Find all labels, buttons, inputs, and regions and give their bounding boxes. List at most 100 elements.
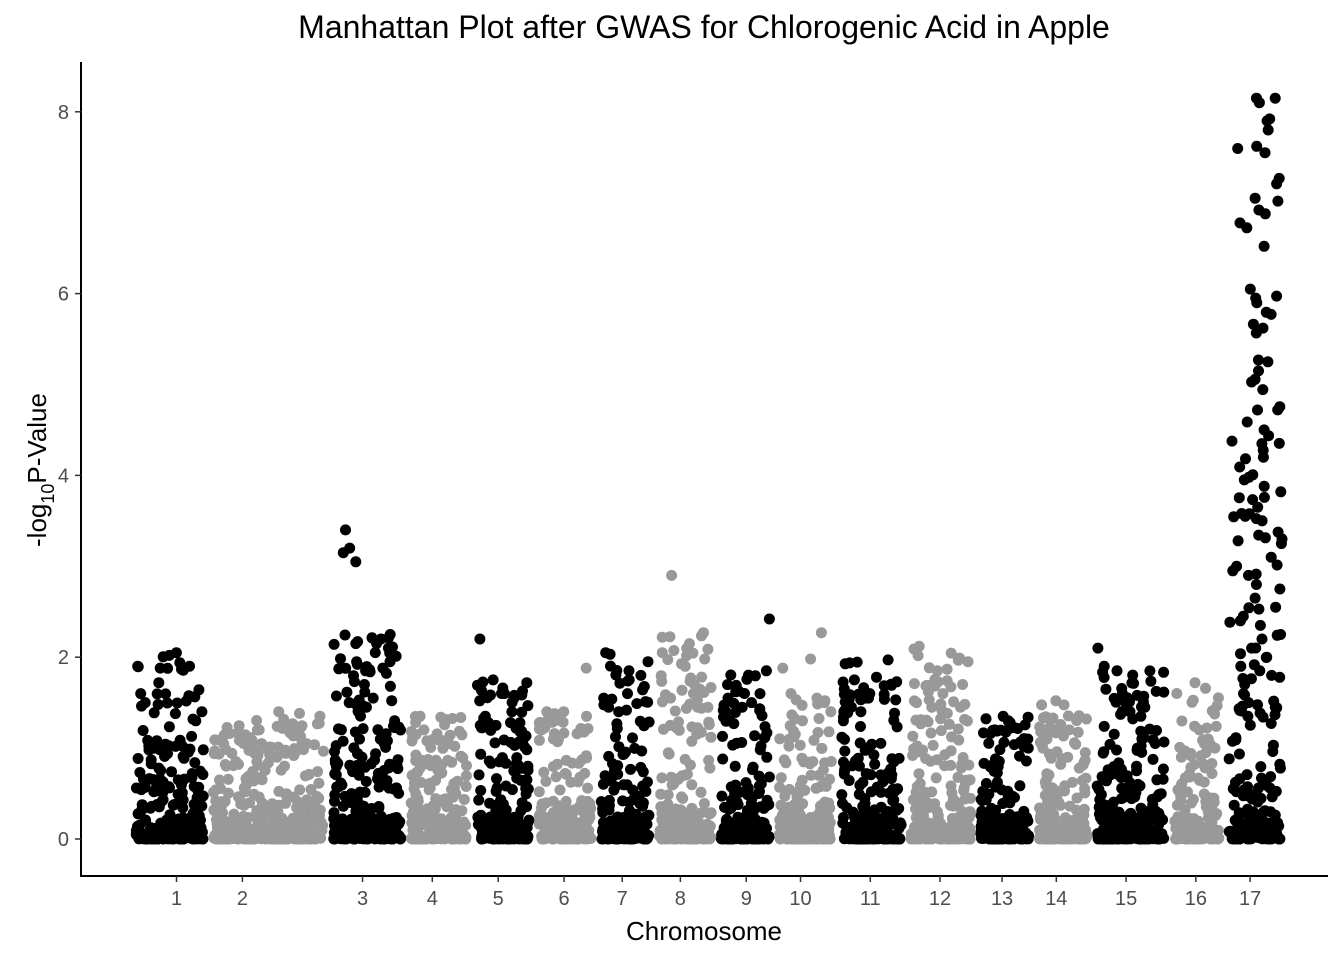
snp-point <box>582 814 594 826</box>
snp-point <box>1174 741 1186 753</box>
snp-point <box>512 810 524 822</box>
snp-point <box>424 828 435 840</box>
snp-point <box>931 754 943 766</box>
snp-point <box>676 684 688 696</box>
snp-point <box>617 795 629 807</box>
snp-peak-point <box>1254 665 1266 677</box>
snp-point <box>813 713 825 724</box>
snp-point <box>1230 732 1242 744</box>
snp-peak-point <box>367 692 379 704</box>
snp-point <box>998 736 1010 748</box>
snp-point <box>1234 461 1246 473</box>
snp-point <box>450 832 462 844</box>
snp-point <box>193 781 205 793</box>
snp-point <box>964 806 976 818</box>
snp-point <box>1052 786 1064 797</box>
snp-point <box>442 754 454 766</box>
snp-point <box>495 794 507 806</box>
snp-point <box>630 791 642 803</box>
snp-peak-point <box>855 706 867 718</box>
snp-peak-point <box>937 688 949 700</box>
snp-point <box>935 725 947 737</box>
snp-point <box>1100 683 1112 695</box>
snp-point <box>983 737 995 749</box>
snp-point <box>703 716 715 728</box>
snp-point <box>184 660 195 672</box>
snp-point <box>599 770 611 782</box>
snp-peak-point <box>506 706 518 718</box>
snp-peak-point <box>1253 365 1264 377</box>
snp-point <box>1228 511 1240 523</box>
x-tick-label: 10 <box>789 888 811 910</box>
snp-point <box>953 734 965 746</box>
snp-point <box>314 804 326 816</box>
snp-peak-point <box>1193 724 1205 736</box>
snp-peak-point <box>805 653 817 665</box>
snp-peak-point <box>384 656 396 668</box>
snp-point <box>294 784 306 796</box>
snp-point <box>183 690 195 702</box>
snp-point <box>450 788 462 800</box>
snp-point <box>135 784 147 796</box>
snp-point <box>571 728 583 740</box>
snp-point <box>691 728 703 740</box>
snp-point <box>330 769 342 781</box>
y-axis-title-subscript: 10 <box>38 484 58 504</box>
snp-point <box>1041 768 1053 780</box>
snp-point <box>996 784 1008 796</box>
snp-point <box>656 772 668 784</box>
snp-peak-point <box>665 692 677 704</box>
snp-point <box>168 799 180 810</box>
snp-point <box>1096 814 1108 826</box>
snp-point <box>490 785 502 797</box>
snp-point <box>1233 748 1245 760</box>
snp-point <box>280 788 292 800</box>
snp-point <box>1146 793 1158 805</box>
snp-point <box>163 721 175 733</box>
snp-point <box>380 667 392 679</box>
snp-point <box>412 766 424 778</box>
snp-point <box>1198 776 1210 788</box>
snp-peak-point <box>1261 651 1273 663</box>
snp-peak-point <box>218 738 230 750</box>
snp-peak-point <box>926 701 938 713</box>
y-axis-title-suffix: P-Value <box>22 393 52 484</box>
snp-point <box>157 794 169 806</box>
snp-point <box>489 812 501 824</box>
snp-point <box>516 797 528 809</box>
snp-point <box>158 779 170 791</box>
snp-point <box>384 680 396 692</box>
snp-point <box>927 739 939 751</box>
snp-point <box>186 730 198 742</box>
snp-point <box>939 760 951 772</box>
snp-point <box>994 826 1006 838</box>
snp-point <box>369 647 381 659</box>
snp-point <box>885 773 897 785</box>
snp-peak-point <box>350 556 362 568</box>
snp-point <box>931 806 943 817</box>
snp-point <box>805 769 817 781</box>
snp-point <box>891 676 903 688</box>
snp-point <box>296 736 308 748</box>
snp-point <box>1269 92 1281 104</box>
snp-point <box>219 795 231 807</box>
snp-point <box>516 706 528 718</box>
snp-point <box>381 735 393 747</box>
chart-title: Manhattan Plot after GWAS for Chlorogeni… <box>298 9 1110 45</box>
snp-point <box>154 744 166 756</box>
snp-point <box>749 813 761 825</box>
snp-peak-point <box>1258 424 1270 436</box>
snp-point <box>869 758 881 770</box>
snp-point <box>391 782 402 794</box>
snp-point <box>1234 217 1246 229</box>
snp-point <box>1203 812 1214 824</box>
snp-peak-point <box>777 662 789 674</box>
snp-point <box>350 638 362 650</box>
snp-point <box>935 698 947 710</box>
snp-point <box>893 752 905 764</box>
snp-peak-point <box>837 715 849 727</box>
snp-point <box>536 830 548 842</box>
snp-peak-point <box>724 715 736 727</box>
snp-point <box>461 760 472 772</box>
snp-point <box>581 828 593 840</box>
